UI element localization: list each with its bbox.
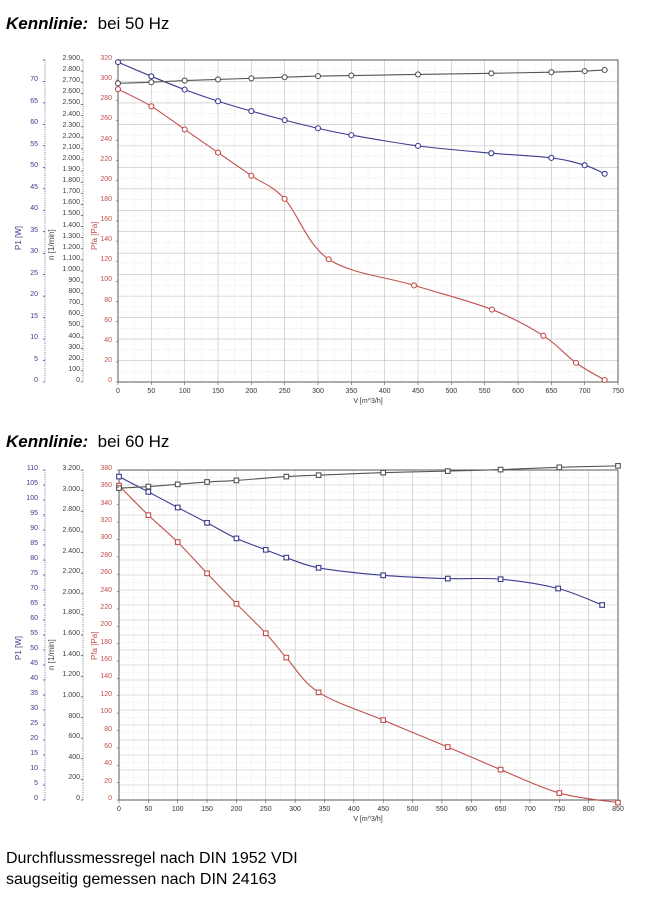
svg-text:50: 50	[147, 388, 155, 395]
svg-text:150: 150	[212, 388, 224, 395]
svg-text:250: 250	[260, 806, 272, 813]
svg-text:450: 450	[412, 388, 424, 395]
svg-text:500: 500	[407, 806, 419, 813]
svg-text:450: 450	[377, 806, 389, 813]
svg-text:700: 700	[524, 806, 536, 813]
svg-text:400: 400	[379, 388, 391, 395]
svg-text:200: 200	[231, 806, 243, 813]
svg-text:350: 350	[345, 388, 357, 395]
svg-text:850: 850	[612, 806, 624, 813]
svg-text:550: 550	[479, 388, 491, 395]
svg-text:750: 750	[553, 806, 565, 813]
svg-text:0: 0	[117, 806, 121, 813]
svg-text:600: 600	[465, 806, 477, 813]
svg-text:0: 0	[116, 388, 120, 395]
svg-text:250: 250	[279, 388, 291, 395]
svg-text:600: 600	[512, 388, 524, 395]
svg-text:400: 400	[348, 806, 360, 813]
svg-text:550: 550	[436, 806, 448, 813]
svg-text:350: 350	[319, 806, 331, 813]
svg-text:700: 700	[579, 388, 591, 395]
svg-text:100: 100	[172, 806, 184, 813]
svg-text:650: 650	[545, 388, 557, 395]
svg-text:300: 300	[289, 806, 301, 813]
svg-text:150: 150	[201, 806, 213, 813]
svg-text:200: 200	[245, 388, 257, 395]
svg-text:100: 100	[179, 388, 191, 395]
svg-text:650: 650	[495, 806, 507, 813]
svg-text:750: 750	[612, 388, 624, 395]
svg-text:V [m^3/h]: V [m^3/h]	[353, 398, 382, 405]
svg-text:V [m^3/h]: V [m^3/h]	[353, 816, 382, 823]
svg-text:50: 50	[144, 806, 152, 813]
svg-text:300: 300	[312, 388, 324, 395]
svg-text:800: 800	[583, 806, 595, 813]
svg-text:500: 500	[445, 388, 457, 395]
